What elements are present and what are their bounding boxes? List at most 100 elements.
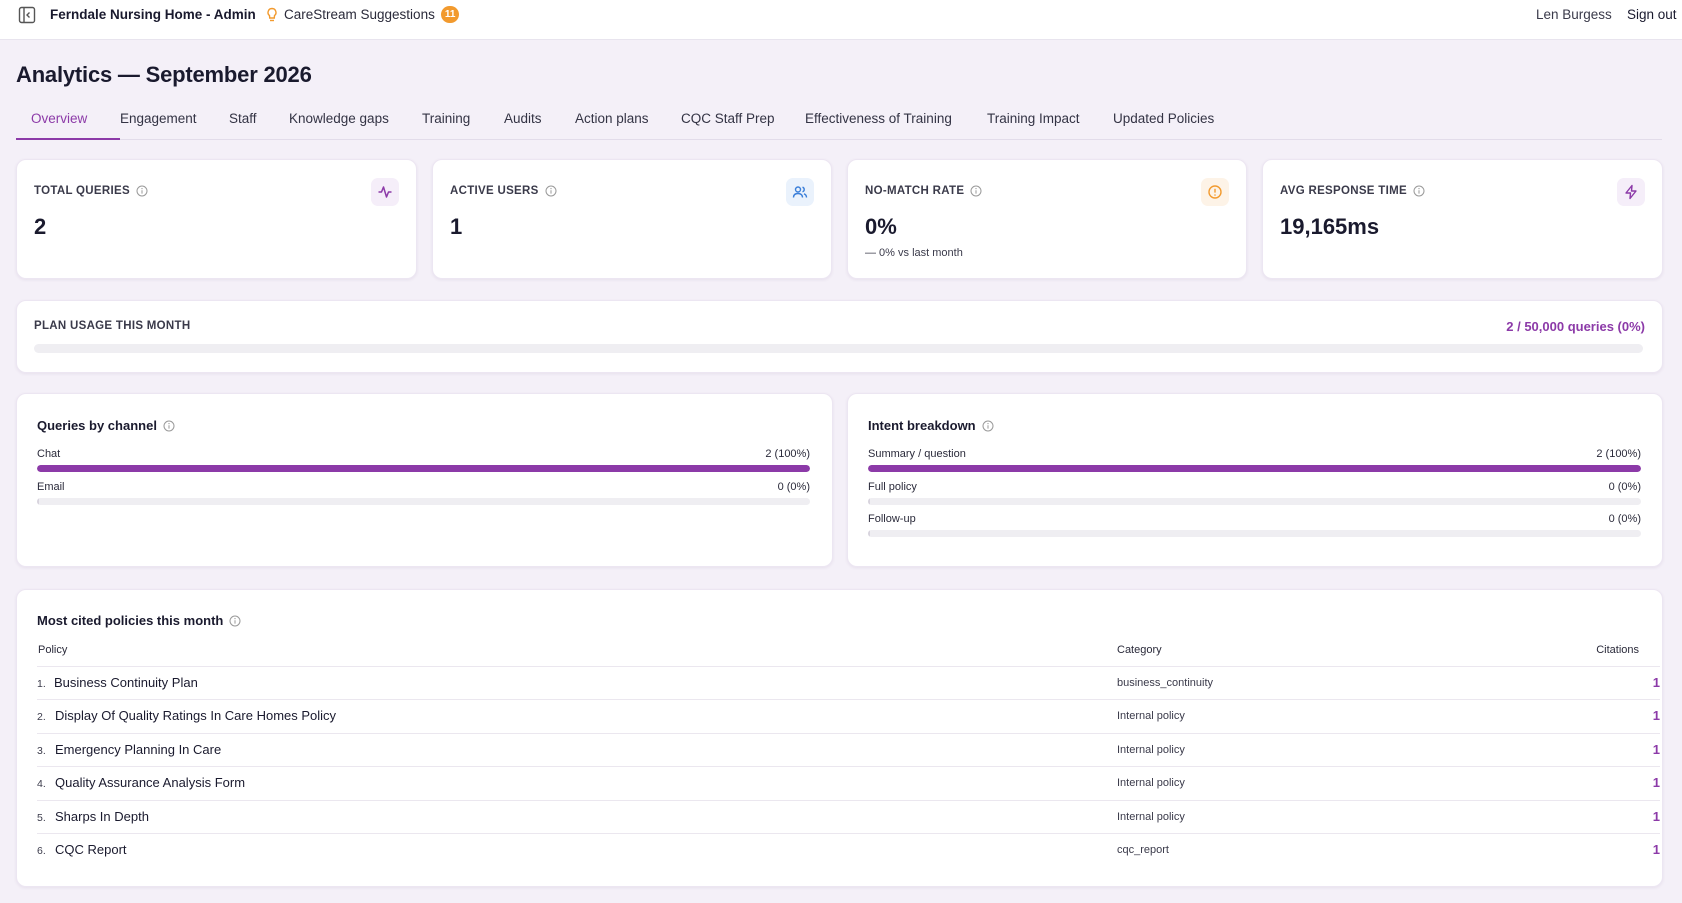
table-row[interactable]: 3. Emergency Planning In Care Internal p… bbox=[37, 733, 1660, 766]
plan-usage-card: PLAN USAGE THIS MONTH 2 / 50,000 queries… bbox=[16, 300, 1663, 373]
intent-row-full-policy: Full policy 0 (0%) bbox=[868, 481, 1641, 505]
lightbulb-icon bbox=[267, 7, 277, 21]
policy-category: Internal policy bbox=[1117, 744, 1185, 756]
stat-card-no-match-rate: NO-MATCH RATE 0% — 0% vs last month bbox=[847, 159, 1247, 279]
channel-label: Chat bbox=[37, 448, 61, 460]
sign-out-link[interactable]: Sign out bbox=[1627, 7, 1677, 22]
intent-bar-fill bbox=[868, 465, 1641, 472]
tab-updated-policies[interactable]: Updated Policies bbox=[1113, 111, 1215, 126]
tab-effectiveness-of-training[interactable]: Effectiveness of Training bbox=[805, 111, 952, 126]
channel-bar-fill bbox=[37, 498, 39, 505]
policy-citations: 1 bbox=[1652, 675, 1660, 690]
policy-name[interactable]: CQC Report bbox=[55, 842, 127, 857]
stat-card-total-queries: TOTAL QUERIES 2 bbox=[16, 159, 417, 279]
panel-title: Intent breakdown bbox=[868, 418, 976, 433]
column-header-policy: Policy bbox=[38, 644, 68, 656]
page-title: Analytics — September 2026 bbox=[16, 62, 312, 87]
alert-circle-icon bbox=[1201, 178, 1229, 206]
suggestions-count-badge: 11 bbox=[440, 6, 460, 23]
row-number: 1. bbox=[37, 678, 46, 690]
intent-value: 0 (0%) bbox=[1608, 513, 1641, 525]
plan-usage-progress bbox=[34, 344, 1643, 353]
policy-citations: 1 bbox=[1652, 708, 1660, 723]
policy-category: Internal policy bbox=[1117, 710, 1185, 722]
active-tab-indicator bbox=[16, 138, 120, 140]
info-icon[interactable] bbox=[163, 420, 175, 432]
stat-card-active-users: ACTIVE USERS 1 bbox=[432, 159, 832, 279]
intent-value: 2 (100%) bbox=[1596, 448, 1641, 460]
analytics-tabs: Overview Engagement Staff Knowledge gaps… bbox=[16, 107, 1662, 140]
tab-engagement[interactable]: Engagement bbox=[120, 111, 197, 126]
info-icon[interactable] bbox=[545, 185, 557, 197]
policy-category: Internal policy bbox=[1117, 777, 1185, 789]
policy-name[interactable]: Quality Assurance Analysis Form bbox=[55, 775, 246, 790]
lightning-icon bbox=[1617, 178, 1645, 206]
row-number: 6. bbox=[37, 845, 46, 857]
stat-value: 0% bbox=[865, 214, 897, 239]
intent-label: Follow-up bbox=[868, 513, 916, 525]
activity-icon bbox=[371, 178, 399, 206]
policy-category: business_continuity bbox=[1117, 677, 1214, 689]
info-icon[interactable] bbox=[982, 420, 994, 432]
intent-row-summary: Summary / question 2 (100%) bbox=[868, 448, 1641, 472]
policy-name[interactable]: Business Continuity Plan bbox=[54, 675, 198, 690]
tab-overview[interactable]: Overview bbox=[31, 111, 88, 126]
tab-training[interactable]: Training bbox=[422, 111, 471, 126]
info-icon[interactable] bbox=[229, 615, 241, 627]
info-icon[interactable] bbox=[136, 185, 148, 197]
tab-action-plans[interactable]: Action plans bbox=[575, 111, 649, 126]
table-row[interactable]: 4. Quality Assurance Analysis Form Inter… bbox=[37, 766, 1660, 799]
tab-cqc-staff-prep[interactable]: CQC Staff Prep bbox=[681, 111, 775, 126]
app-title: Ferndale Nursing Home - Admin bbox=[50, 7, 256, 22]
policy-name[interactable]: Emergency Planning In Care bbox=[55, 742, 222, 757]
policy-citations: 1 bbox=[1652, 809, 1660, 824]
top-bar: Ferndale Nursing Home - Admin CareStream… bbox=[0, 0, 1682, 40]
intent-value: 0 (0%) bbox=[1608, 481, 1641, 493]
channel-row-chat: Chat 2 (100%) bbox=[37, 448, 810, 472]
carestream-suggestions-button[interactable]: CareStream Suggestions 11 bbox=[265, 6, 460, 23]
stat-value: 19,165ms bbox=[1280, 214, 1380, 239]
tab-audits[interactable]: Audits bbox=[504, 111, 542, 126]
stat-card-avg-response-time: AVG RESPONSE TIME 19,165ms bbox=[1262, 159, 1663, 279]
table-row[interactable]: 6. CQC Report cqc_report 1 bbox=[37, 833, 1660, 866]
table-title: Most cited policies this month bbox=[37, 613, 224, 628]
policy-citations: 1 bbox=[1652, 775, 1660, 790]
tab-training-impact[interactable]: Training Impact bbox=[987, 111, 1080, 126]
sidebar-toggle-icon[interactable] bbox=[18, 6, 36, 24]
plan-usage-value: 2 / 50,000 queries (0%) bbox=[1506, 319, 1645, 334]
policy-name[interactable]: Display Of Quality Ratings In Care Homes… bbox=[55, 708, 337, 723]
intent-bar-fill bbox=[868, 498, 870, 505]
policy-category: Internal policy bbox=[1117, 811, 1185, 823]
row-number: 3. bbox=[37, 745, 46, 757]
intent-label: Summary / question bbox=[868, 448, 966, 460]
users-icon bbox=[786, 178, 814, 206]
most-cited-policies-card: Most cited policies this month Policy Ca… bbox=[16, 589, 1663, 887]
row-number: 5. bbox=[37, 812, 46, 824]
plan-usage-label: PLAN USAGE THIS MONTH bbox=[34, 320, 191, 332]
tab-knowledge-gaps[interactable]: Knowledge gaps bbox=[289, 111, 389, 126]
intent-bar-fill bbox=[868, 530, 870, 537]
policy-citations: 1 bbox=[1652, 742, 1660, 757]
stat-label: NO-MATCH RATE bbox=[865, 185, 965, 197]
intent-breakdown-card: Intent breakdown Summary / question 2 (10… bbox=[847, 393, 1663, 567]
row-number: 2. bbox=[37, 711, 46, 723]
info-icon[interactable] bbox=[1413, 185, 1425, 197]
row-number: 4. bbox=[37, 778, 46, 790]
table-row[interactable]: 5. Sharps In Depth Internal policy 1 bbox=[37, 800, 1660, 833]
stat-value: 1 bbox=[450, 214, 463, 239]
column-header-citations: Citations bbox=[1596, 644, 1639, 656]
policy-citations: 1 bbox=[1652, 842, 1660, 857]
user-name: Len Burgess bbox=[1536, 7, 1612, 22]
table-row[interactable]: 1. Business Continuity Plan business_con… bbox=[37, 666, 1660, 699]
intent-label: Full policy bbox=[868, 481, 917, 493]
policy-name[interactable]: Sharps In Depth bbox=[55, 809, 149, 824]
policy-category: cqc_report bbox=[1117, 844, 1169, 856]
info-icon[interactable] bbox=[970, 185, 982, 197]
stat-trend: — 0% vs last month bbox=[865, 247, 963, 259]
column-header-category: Category bbox=[1117, 644, 1162, 656]
intent-row-follow-up: Follow-up 0 (0%) bbox=[868, 513, 1641, 537]
panel-title: Queries by channel bbox=[37, 418, 157, 433]
tab-staff[interactable]: Staff bbox=[229, 111, 257, 126]
table-row[interactable]: 2. Display Of Quality Ratings In Care Ho… bbox=[37, 699, 1660, 732]
channel-value: 0 (0%) bbox=[777, 481, 810, 493]
